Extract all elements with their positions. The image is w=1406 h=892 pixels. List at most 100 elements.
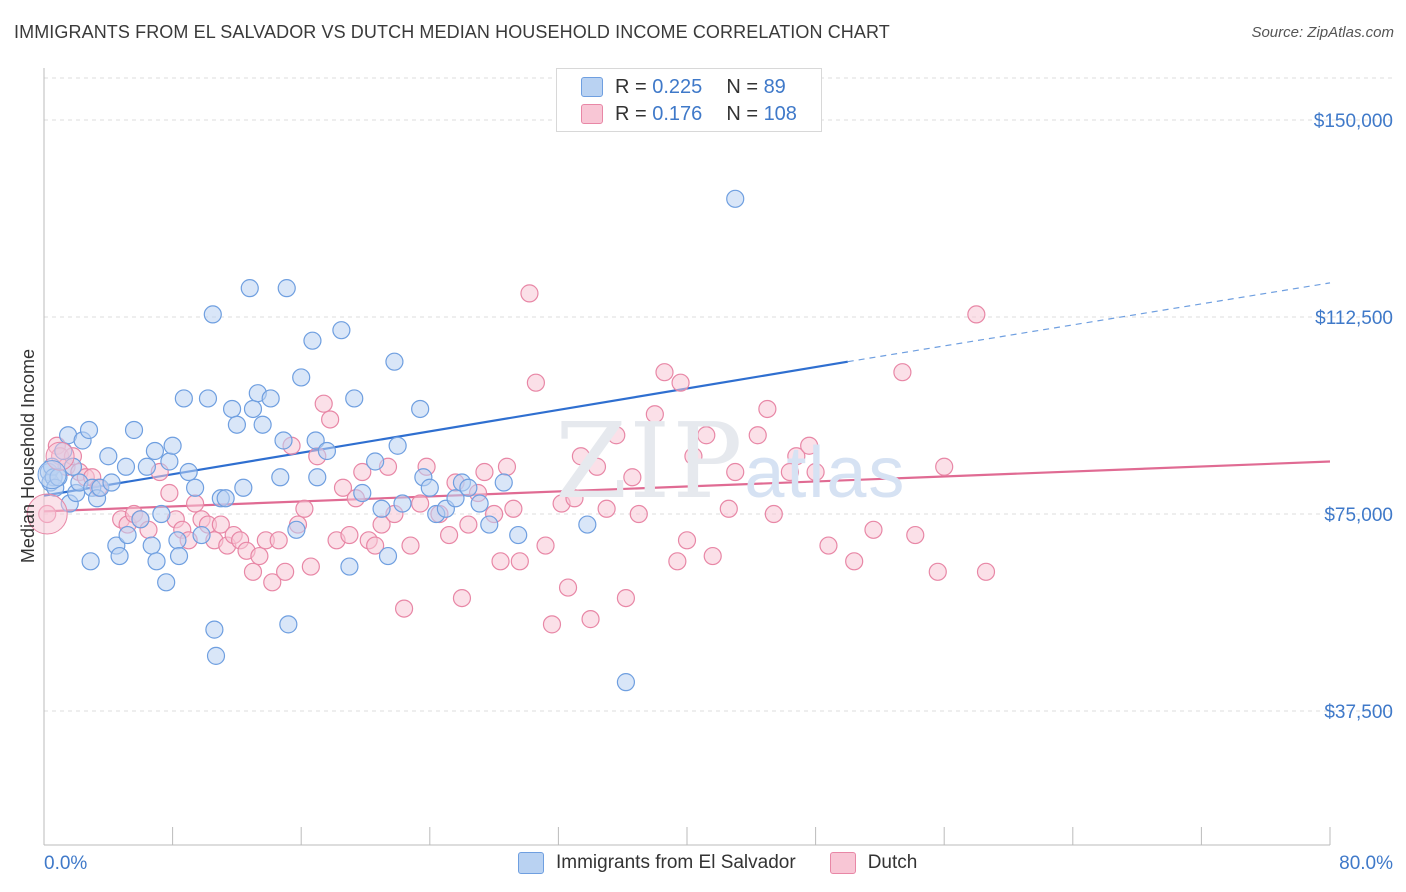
el-salvador-point	[169, 546, 189, 566]
source-label: Source: ZipAtlas.com	[1251, 24, 1394, 41]
dutch-point	[263, 573, 282, 592]
el-salvador-point	[277, 279, 296, 298]
dutch-point	[314, 394, 333, 413]
el-salvador-point	[179, 462, 198, 482]
dutch-point	[301, 557, 320, 576]
x-tick-label: 80.0%	[1339, 853, 1393, 874]
el-salvador-point	[160, 452, 179, 471]
el-salvador-point	[420, 478, 439, 497]
legend-r-value: 0.225	[652, 75, 703, 98]
legend-n-label: N =	[726, 75, 758, 98]
el-salvador-trend-line	[43, 360, 848, 497]
legend-n-value: 108	[763, 102, 797, 125]
el-salvador-point	[131, 510, 150, 529]
el-salvador-point	[378, 546, 398, 566]
el-salvador-point	[81, 552, 100, 571]
el-salvador-point	[37, 460, 67, 490]
dutch-point	[893, 363, 912, 382]
dutch-point	[160, 483, 179, 503]
el-salvador-point	[393, 494, 412, 513]
el-salvador-point	[470, 494, 489, 513]
el-salvador-point	[332, 321, 351, 340]
el-salvador-point	[124, 420, 144, 440]
data-points	[26, 189, 996, 692]
el-salvador-point	[726, 189, 745, 208]
el-salvador-point	[578, 515, 597, 534]
dutch-point	[748, 426, 767, 445]
el-salvador-point	[227, 415, 246, 434]
el-salvador-point	[198, 389, 218, 408]
el-salvador-point	[317, 441, 337, 461]
el-salvador-point	[345, 389, 364, 408]
dutch-point	[906, 525, 925, 545]
el-salvador-point	[243, 399, 263, 419]
el-salvador-point	[372, 499, 391, 518]
dutch-point	[269, 531, 288, 550]
dutch-point	[764, 504, 783, 524]
x-tick-label: 0.0%	[44, 853, 87, 874]
dutch-point	[452, 588, 472, 608]
el-salvador-point	[110, 546, 129, 566]
el-salvador-point	[147, 552, 166, 571]
dutch-point	[491, 552, 510, 571]
el-salvador-point	[174, 389, 193, 408]
el-salvador-point	[616, 673, 636, 692]
watermark-atlas: atlas	[744, 433, 907, 513]
el-salvador-point	[152, 504, 171, 524]
dutch-point	[250, 546, 269, 566]
y-tick-label: $112,500	[1315, 308, 1393, 329]
el-salvador-point	[157, 573, 176, 592]
dutch-point	[504, 499, 523, 518]
dutch-point	[976, 562, 996, 581]
dutch-point	[571, 447, 591, 466]
legend-r-value: 0.176	[652, 102, 703, 125]
legend-r-label: R =	[615, 102, 647, 125]
legend-row-el-salvador: R = 0.225 N = 89	[581, 74, 786, 100]
dutch-point	[211, 515, 230, 534]
el-salvador-point	[274, 431, 293, 450]
el-salvador-point	[308, 468, 327, 487]
dutch-point	[758, 399, 777, 419]
dutch-point	[726, 462, 745, 482]
el-salvador-point	[206, 646, 226, 665]
el-salvador-point	[271, 468, 290, 487]
el-salvador-point	[216, 489, 235, 508]
legend-n-value: 89	[763, 75, 786, 98]
dutch-point	[565, 489, 584, 508]
dutch-point	[684, 447, 703, 466]
series-legend: Immigrants from El Salvador Dutch	[518, 852, 951, 874]
dutch-point	[558, 578, 578, 597]
dutch-point	[607, 426, 626, 445]
dutch-point	[243, 562, 263, 581]
el-salvador-point	[459, 478, 478, 497]
legend-swatch-el-salvador	[581, 77, 603, 97]
y-axis-title: Median Household Income	[18, 349, 38, 563]
el-salvador-point	[142, 536, 161, 555]
el-salvador-point	[303, 331, 322, 350]
el-salvador-point	[279, 615, 298, 634]
el-salvador-point	[79, 420, 99, 440]
chart-title: IMMIGRANTS FROM EL SALVADOR VS DUTCH MED…	[14, 22, 890, 42]
dutch-point	[510, 552, 529, 571]
el-salvador-point	[253, 415, 272, 434]
el-salvador-point	[340, 557, 359, 576]
el-salvador-point	[366, 452, 385, 471]
el-salvador-point	[306, 431, 325, 450]
dutch-point	[677, 531, 697, 550]
zipatlas-watermark: ZIPatlas	[555, 400, 906, 522]
dutch-point	[928, 562, 947, 581]
dutch-point	[439, 525, 459, 545]
dutch-point	[800, 436, 819, 455]
dutch-point	[366, 536, 385, 555]
dutch-point	[671, 373, 690, 392]
el-salvador-point	[240, 279, 259, 298]
el-salvador-point	[163, 436, 182, 455]
el-salvador-point	[116, 457, 136, 476]
dutch-point	[581, 610, 600, 629]
el-salvador-point	[385, 352, 404, 371]
dutch-point	[321, 410, 340, 429]
y-tick-label: $75,000	[1324, 505, 1393, 526]
legend-swatch-dutch	[829, 852, 856, 874]
dutch-point	[459, 515, 478, 534]
dutch-point	[26, 493, 68, 535]
